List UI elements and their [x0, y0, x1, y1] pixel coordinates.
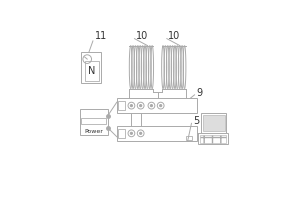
Text: 5: 5 [193, 116, 199, 126]
Bar [80, 109, 108, 135]
Bar [118, 101, 125, 110]
Circle shape [140, 132, 142, 134]
Circle shape [151, 105, 152, 107]
Text: 11: 11 [94, 31, 107, 41]
Bar [81, 118, 106, 124]
Bar [202, 113, 226, 133]
Text: 10: 10 [136, 31, 148, 41]
Bar [81, 52, 101, 83]
Bar [198, 133, 228, 144]
Bar [117, 98, 197, 113]
Circle shape [130, 132, 132, 134]
Text: 9: 9 [196, 88, 202, 98]
Bar [118, 129, 125, 138]
Bar [200, 135, 226, 143]
Bar [85, 61, 99, 81]
Text: Power: Power [84, 129, 103, 134]
Bar [117, 126, 197, 141]
Text: 10: 10 [168, 31, 181, 41]
Bar [203, 115, 225, 131]
Circle shape [130, 105, 132, 107]
Circle shape [140, 105, 142, 107]
Bar [186, 136, 192, 140]
Circle shape [160, 105, 162, 107]
Text: N: N [88, 66, 96, 76]
